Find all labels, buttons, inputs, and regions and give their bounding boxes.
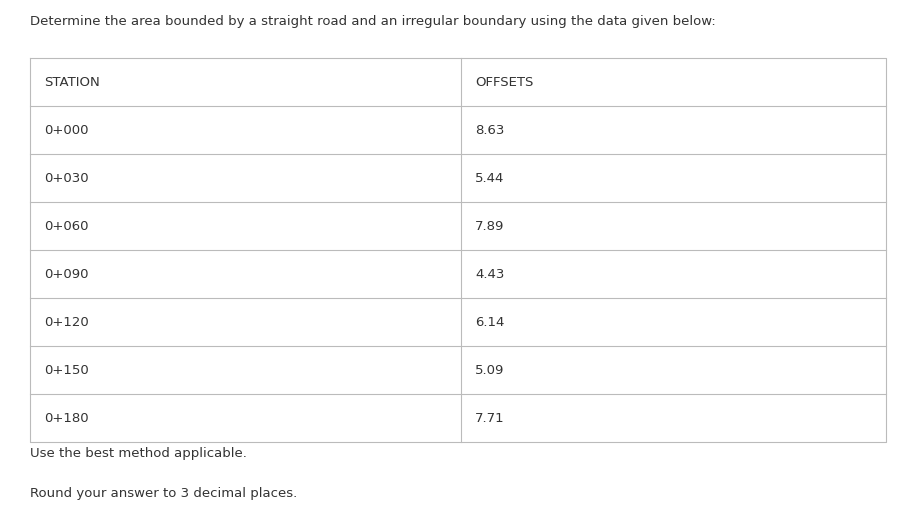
Text: 8.63: 8.63 — [475, 124, 505, 136]
Text: 0+090: 0+090 — [44, 268, 88, 280]
Text: 0+120: 0+120 — [44, 315, 88, 329]
Text: STATION: STATION — [44, 75, 99, 89]
Text: 0+000: 0+000 — [44, 124, 88, 136]
Text: 0+150: 0+150 — [44, 364, 88, 376]
Text: 4.43: 4.43 — [475, 268, 505, 280]
Text: Use the best method applicable.: Use the best method applicable. — [30, 447, 247, 459]
Text: 7.89: 7.89 — [475, 219, 505, 233]
Text: 5.44: 5.44 — [475, 172, 505, 184]
Text: OFFSETS: OFFSETS — [475, 75, 533, 89]
Text: 5.09: 5.09 — [475, 364, 505, 376]
Text: 7.71: 7.71 — [475, 412, 505, 424]
Text: Round your answer to 3 decimal places.: Round your answer to 3 decimal places. — [30, 486, 297, 500]
Text: 0+030: 0+030 — [44, 172, 88, 184]
Text: 0+180: 0+180 — [44, 412, 88, 424]
Text: 6.14: 6.14 — [475, 315, 505, 329]
Text: Determine the area bounded by a straight road and an irregular boundary using th: Determine the area bounded by a straight… — [30, 15, 716, 29]
Text: 0+060: 0+060 — [44, 219, 88, 233]
